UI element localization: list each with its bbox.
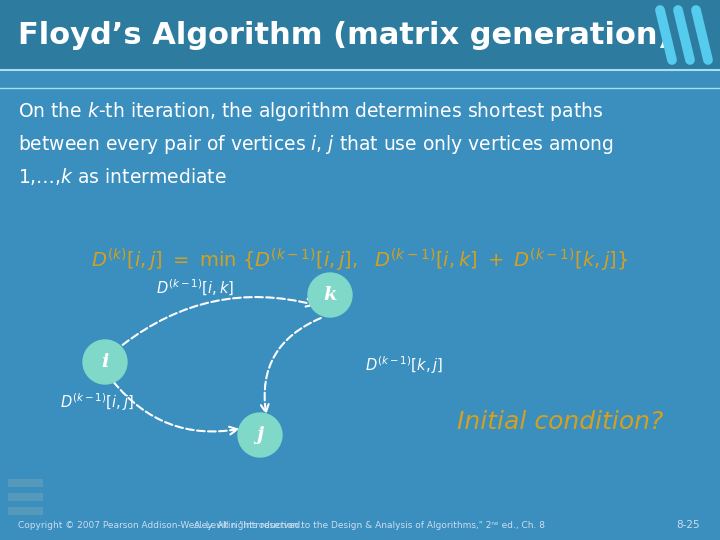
Text: Copyright © 2007 Pearson Addison-Wesley. All rights reserved.: Copyright © 2007 Pearson Addison-Wesley.…	[18, 521, 303, 530]
Bar	[8, 479, 43, 487]
FancyArrowPatch shape	[113, 382, 238, 434]
Text: On the $k$-th iteration, the algorithm determines shortest paths
between every p: On the $k$-th iteration, the algorithm d…	[18, 100, 613, 187]
Text: A. Levitin "Introduction to the Design & Analysis of Algorithms," 2ⁿᵉ ed., Ch. 8: A. Levitin "Introduction to the Design &…	[194, 521, 546, 530]
Text: $D^{(k-1)}[i,k]$: $D^{(k-1)}[i,k]$	[156, 278, 234, 298]
Text: Initial condition?: Initial condition?	[457, 410, 663, 434]
Bar	[0, 0, 720, 70]
Circle shape	[83, 340, 127, 384]
FancyArrowPatch shape	[122, 297, 314, 345]
Bar	[8, 493, 43, 501]
Text: $D^{(k-1)}[k,j]$: $D^{(k-1)}[k,j]$	[365, 354, 443, 376]
Text: $D^{(k-1)}[i,j]$: $D^{(k-1)}[i,j]$	[60, 391, 134, 413]
FancyArrowPatch shape	[261, 318, 321, 413]
Text: Floyd’s Algorithm (matrix generation): Floyd’s Algorithm (matrix generation)	[18, 21, 672, 50]
Text: j: j	[256, 426, 264, 444]
Text: k: k	[323, 286, 337, 304]
Circle shape	[238, 413, 282, 457]
Text: $D^{(k)}[i,j]\ =\ \min\ \{D^{(k-1)}[i,j],\ \ D^{(k-1)}[i,k]\ +\ D^{(k-1)}[k,j]\}: $D^{(k)}[i,j]\ =\ \min\ \{D^{(k-1)}[i,j]…	[91, 246, 629, 274]
Circle shape	[308, 273, 352, 317]
Text: 8-25: 8-25	[676, 520, 700, 530]
Text: i: i	[102, 353, 109, 371]
Bar	[8, 507, 43, 515]
